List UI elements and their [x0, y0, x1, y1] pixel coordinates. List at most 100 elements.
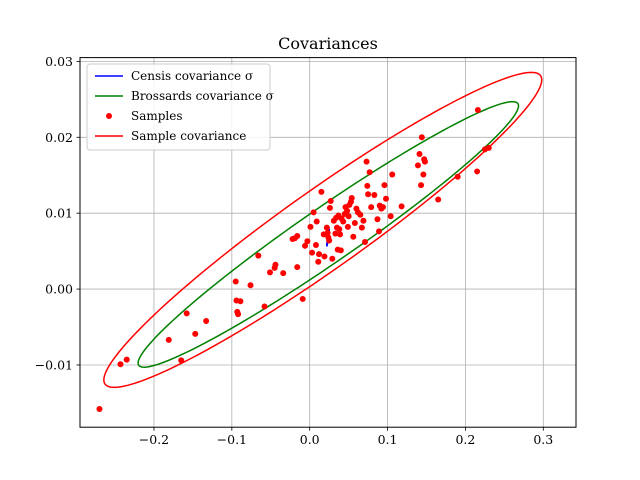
sample-point — [485, 144, 492, 151]
sample-point — [326, 237, 333, 244]
axes-frame — [79, 57, 577, 428]
x-tick-label: −0.2 — [139, 432, 169, 447]
axis-ticks: −0.2 −0.1 0.0 0.1 0.2 0.3 −0.01 0.00 0.01 0.02 0.0… — [35, 54, 554, 447]
sample-point — [192, 330, 199, 337]
sample-point — [344, 207, 351, 214]
legend-label: Censis covariance σ — [131, 69, 253, 83]
sample-point — [398, 203, 405, 210]
sample-point — [313, 218, 320, 225]
sample-point — [247, 282, 254, 289]
sample-point — [203, 317, 210, 324]
sample-point — [315, 258, 322, 265]
sample-point — [323, 224, 330, 231]
sample-point — [387, 213, 394, 220]
sample-point — [350, 233, 357, 240]
sample-point — [96, 405, 103, 412]
sample-point — [336, 226, 343, 233]
sample-point — [326, 204, 333, 211]
sample-point — [420, 171, 427, 178]
sample-point — [383, 195, 390, 202]
sample-point — [357, 211, 364, 218]
x-tick-label: 0.2 — [455, 432, 475, 447]
sample-point — [165, 336, 172, 343]
x-tick-label: 0.3 — [533, 432, 553, 447]
sample-point — [280, 270, 287, 277]
sample-point — [324, 229, 331, 236]
x-tick-label: 0.1 — [378, 432, 398, 447]
sample-point — [340, 218, 347, 225]
sample-point — [371, 191, 378, 198]
sample-point — [361, 239, 368, 246]
sample-point — [389, 171, 396, 178]
sample-point — [360, 217, 367, 224]
y-tick-label: −0.01 — [35, 357, 73, 372]
sample-point — [299, 295, 306, 302]
y-tick-label: 0.00 — [45, 282, 73, 297]
sample-point — [312, 242, 319, 249]
sample-point — [318, 188, 325, 195]
legend-box — [86, 63, 271, 151]
chart-title: Covariances — [278, 34, 378, 53]
plot-area — [96, 71, 543, 412]
sample-point — [255, 252, 262, 259]
sample-point — [232, 278, 239, 285]
legend: Censis covariance σ Brossards covariance … — [86, 63, 274, 151]
sample-point — [366, 169, 373, 176]
sample-point — [316, 251, 323, 258]
sample-point — [418, 182, 425, 189]
sample-point — [374, 216, 381, 223]
sample-point — [294, 232, 301, 239]
sample-point — [344, 223, 351, 230]
sample-point — [421, 158, 428, 165]
legend-label: Sample covariance — [131, 129, 246, 143]
sample-point — [418, 134, 425, 141]
y-tick-label: 0.03 — [45, 54, 73, 69]
legend-label: Brossards covariance σ — [131, 89, 274, 103]
sample-point — [261, 303, 268, 310]
sample-point — [454, 173, 461, 180]
sample-point — [379, 204, 386, 211]
sample-point — [381, 182, 388, 189]
sample-point — [363, 158, 370, 165]
sample-point — [237, 298, 244, 305]
sample-point — [178, 357, 185, 364]
sample-point — [309, 249, 316, 256]
x-tick-label: 0.0 — [300, 432, 320, 447]
y-tick-label: 0.01 — [45, 206, 73, 221]
sample-point — [302, 242, 309, 249]
sample-point — [345, 213, 352, 220]
sample-point — [321, 253, 328, 260]
sample-point — [351, 220, 358, 227]
x-tick-label: −0.1 — [217, 432, 247, 447]
sample-point — [337, 247, 344, 254]
sample-point — [272, 261, 279, 268]
sample-point — [365, 191, 372, 198]
sample-point — [329, 255, 336, 262]
sample-point — [358, 224, 365, 231]
sample-point — [266, 269, 273, 276]
sample-point — [307, 223, 314, 230]
sample-point — [416, 150, 423, 157]
sample-point — [337, 231, 344, 238]
sample-point — [414, 162, 421, 169]
sample-point — [348, 195, 355, 202]
sample-point — [117, 361, 124, 368]
sample-point — [183, 310, 190, 317]
sample-point — [304, 238, 311, 245]
sample-point — [474, 106, 481, 113]
sample-point — [310, 209, 317, 216]
sample-point — [474, 168, 481, 175]
legend-swatch-marker — [106, 113, 112, 119]
sample-point — [332, 230, 339, 237]
legend-label: Samples — [131, 109, 183, 123]
sample-point — [435, 196, 442, 203]
sample-point — [123, 356, 130, 363]
brossards-covariance-ellipse — [137, 100, 520, 368]
sample-point — [327, 198, 334, 205]
sample-point — [294, 264, 301, 271]
sample-point — [368, 204, 375, 211]
sample-point — [235, 311, 242, 318]
sample-point — [364, 182, 371, 189]
y-tick-label: 0.02 — [45, 130, 73, 145]
